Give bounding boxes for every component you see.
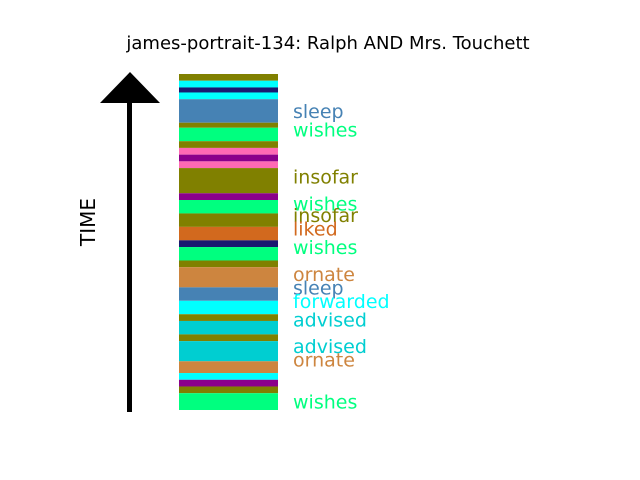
stripe-cyan xyxy=(179,92,278,100)
time-arrow-shaft xyxy=(127,100,132,412)
stripe-peru xyxy=(179,267,278,288)
stripe-springgreen xyxy=(179,200,278,214)
stripe-olive xyxy=(179,168,278,194)
stripe-purple xyxy=(179,379,278,387)
stripe-navy xyxy=(179,87,278,93)
stripe-purple xyxy=(179,193,278,200)
stripe-steelblue xyxy=(179,287,278,301)
stripe-peru xyxy=(179,361,278,374)
chart-title: james-portrait-134: Ralph AND Mrs. Touch… xyxy=(125,33,529,54)
stripe-springgreen xyxy=(179,393,278,410)
word-label-advised: advised xyxy=(293,309,367,331)
stripe-stack xyxy=(179,74,278,410)
word-label-insofar: insofar xyxy=(293,166,358,188)
word-label-ornate: ornate xyxy=(293,350,355,372)
word-label-sleep: sleep xyxy=(293,277,344,299)
time-arrow-head xyxy=(100,72,160,103)
stripe-hotpink xyxy=(179,161,278,169)
stripe-springgreen xyxy=(179,247,278,261)
word-label-ornate: ornate xyxy=(293,264,355,286)
stripe-olive xyxy=(179,213,278,227)
word-label-forwarded: forwarded xyxy=(293,291,390,313)
stripe-hotpink xyxy=(179,147,278,155)
stripe-olive xyxy=(179,334,278,342)
stripe-olive xyxy=(179,386,278,394)
word-label-wishes: wishes xyxy=(293,119,357,141)
stripe-chocolate xyxy=(179,226,278,241)
time-arrow xyxy=(100,72,160,412)
stripe-steelblue xyxy=(179,99,278,123)
word-label-wishes: wishes xyxy=(293,392,357,414)
word-label-insofar: insofar xyxy=(293,205,358,227)
stripe-darkturquoise xyxy=(179,341,278,362)
stripe-olive xyxy=(179,314,278,321)
stripe-springgreen xyxy=(179,127,278,142)
word-label-advised: advised xyxy=(293,336,367,358)
word-label-sleep: sleep xyxy=(293,101,344,123)
stripe-cyan xyxy=(179,300,278,315)
stripe-olive xyxy=(179,122,278,128)
y-axis-label: TIME xyxy=(76,198,100,247)
word-label-group: sleepwishesinsofarwishesinsofarlikedwish… xyxy=(293,101,390,414)
stripe-navy xyxy=(179,240,278,248)
stripe-olive xyxy=(179,141,278,148)
word-label-liked: liked xyxy=(293,219,338,241)
stripe-purple xyxy=(179,154,278,162)
stripe-darkturquoise xyxy=(179,320,278,335)
stripe-cyan xyxy=(179,373,278,380)
stripe-olive xyxy=(179,260,278,268)
word-label-wishes: wishes xyxy=(293,237,357,259)
stripe-olive xyxy=(179,74,278,81)
word-label-wishes: wishes xyxy=(293,193,357,215)
stripe-cyan xyxy=(179,80,278,88)
